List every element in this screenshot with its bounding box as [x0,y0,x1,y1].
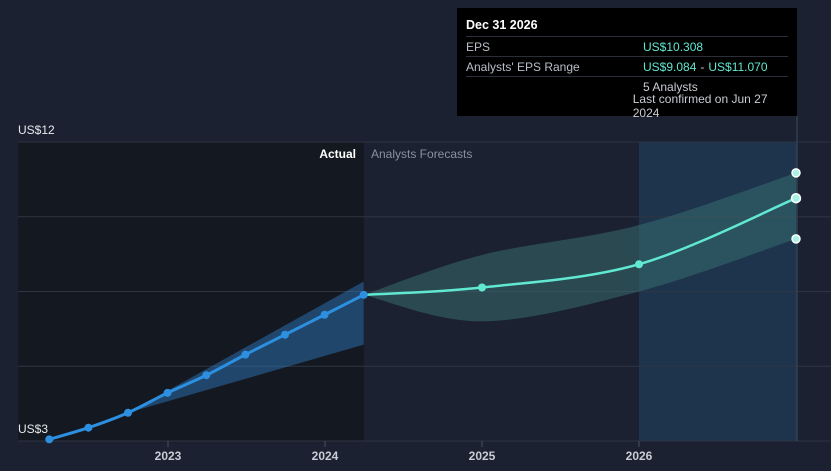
forecast-end-point [790,192,802,204]
forecast-eps-line [363,197,797,297]
tooltip-range-label: Analysts' EPS Range [466,59,580,74]
data-points [45,168,802,444]
actual-point [359,290,368,299]
actual-point [241,350,250,359]
x-axis: 2023 2024 2025 2026 [155,441,653,463]
x-tick-label-2023: 2023 [155,449,182,463]
actual-point [45,435,54,444]
x-tick-label-2024: 2024 [312,449,339,463]
tooltip-analysts: 5 Analysts [643,79,698,94]
forecast-low-point [791,234,801,244]
tooltip-confirmed: Last confirmed on Jun 27 2024 [632,91,768,120]
tooltip-range-high: US$11.070 [708,59,768,74]
actual-point [123,408,132,417]
actual-point [202,371,211,380]
forecast-label: Analysts Forecasts [371,147,472,161]
tooltip-date: Dec 31 2026 [466,18,538,32]
forecast-range-band [363,172,796,322]
tooltip-confirmed-row: Last confirmed on Jun 27 2024 [466,92,788,120]
forecast-point [478,283,486,292]
actual-point [280,330,289,339]
forecast-point [635,260,643,269]
actual-point [84,423,93,432]
y-tick-label-bottom: US$3 [18,422,48,436]
tooltip-eps-label: EPS [466,39,491,54]
actual-label: Actual [319,147,356,161]
actual-point [163,388,172,397]
tooltip-analysts-row: 5 Analysts [466,76,788,96]
tooltip-range-row: Analysts' EPS Range US$9.084 - US$11.070 [466,56,788,76]
tooltip-range-separator: - [700,59,705,74]
tooltip-eps-value: US$10.308 [643,39,704,54]
x-tick-label-2026: 2026 [626,449,653,463]
forecast-high-point [791,168,801,178]
y-tick-label-top: US$12 [18,123,55,137]
tooltip-range-low: US$9.084 [643,59,697,74]
actual-range-band [127,281,364,413]
tooltip-eps-row: EPS US$10.308 [466,36,788,56]
actual-point [320,310,329,319]
tooltip-panel: Dec 31 2026 EPS US$10.308 Analysts' EPS … [457,8,797,120]
x-tick-label-2025: 2025 [469,449,496,463]
